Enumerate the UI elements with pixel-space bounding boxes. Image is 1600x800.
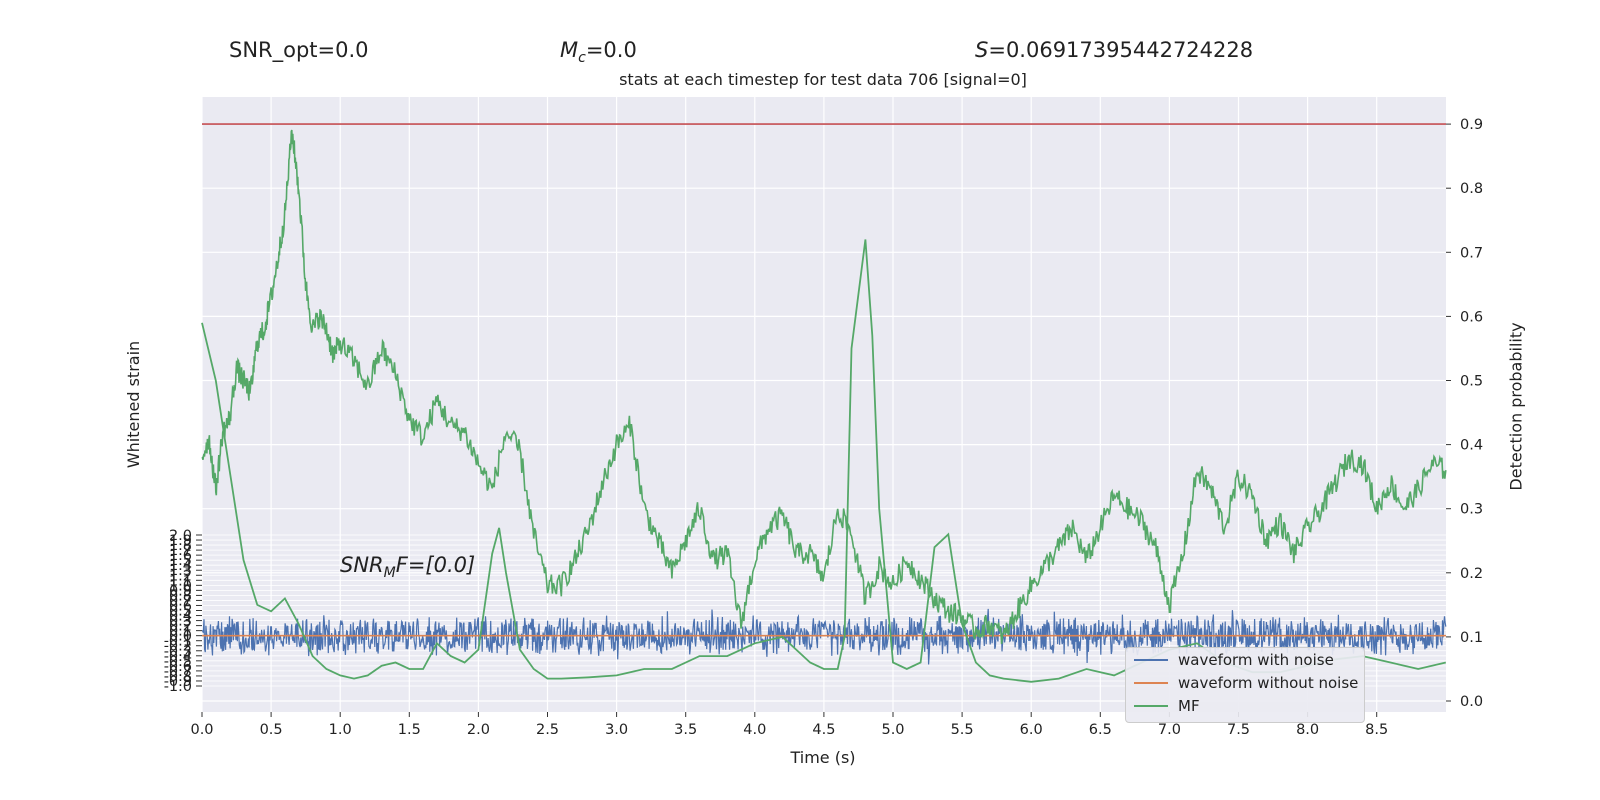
y-left-tick-label: 1.3 — [169, 563, 192, 579]
legend-swatch-noise — [1134, 659, 1168, 661]
y-left-tick-label: 0.8 — [169, 588, 192, 604]
y-right-tick-label: 0.0 — [1460, 694, 1483, 710]
x-tick-label: 3.5 — [674, 722, 697, 738]
x-tick-label: 2.5 — [536, 722, 559, 738]
legend-label-clean: waveform without noise — [1178, 674, 1359, 692]
x-axis-label: Time (s) — [790, 748, 856, 767]
x-tick-label: 0.0 — [190, 722, 213, 738]
y-right-tick-label: 0.4 — [1460, 438, 1483, 454]
chart-title: stats at each timestep for test data 706… — [619, 70, 1027, 89]
y-left-tick-label: 1.2 — [169, 568, 192, 584]
y-left-tick-label: 1.1 — [169, 573, 192, 589]
x-tick-label: 6.5 — [1089, 722, 1112, 738]
y-left-tick-label: -0.3 — [164, 644, 192, 660]
legend-swatch-mf — [1134, 705, 1168, 707]
y-left-tick-label: 1.7 — [169, 543, 192, 559]
y-axis-left-label: Whitened strain — [124, 340, 144, 469]
y-right-tick-label: 0.6 — [1460, 309, 1483, 325]
x-tick-label: 7.5 — [1227, 722, 1250, 738]
y-left-tick-label: 0.7 — [169, 593, 192, 609]
y-left-tick-label: 1.5 — [169, 553, 192, 569]
y-left-tick-label: -0.6 — [164, 659, 192, 675]
score-label: S=0.06917395442724228 — [975, 38, 1254, 62]
snr-mf-annotation: SNRMF=[0.0] — [340, 553, 476, 582]
y-right-tick-label: 0.2 — [1460, 566, 1483, 582]
y-right-tick-label: 0.5 — [1460, 374, 1483, 390]
legend: waveform with noise waveform without noi… — [1125, 647, 1365, 723]
x-tick-label: 7.0 — [1158, 722, 1181, 738]
x-tick-label: 8.5 — [1365, 722, 1388, 738]
y-axis-right-label: Detection probability — [1506, 322, 1526, 491]
y-left-tick-label: 0.0 — [169, 629, 192, 645]
y-left-tick-label: -0.9 — [164, 674, 192, 690]
legend-label-noise: waveform with noise — [1178, 651, 1334, 669]
y-right-tick-label: 0.7 — [1460, 245, 1483, 261]
x-tick-label: 2.0 — [467, 722, 490, 738]
y-left-tick-label: 1.4 — [169, 558, 192, 574]
y-right-tick-label: 0.8 — [1460, 181, 1483, 197]
tick-layer: 0.0 0.5 1.0 1.5 2.0 2.5 3.0 3.5 4.0 4.5 5.0 5.5 6.0 6… — [164, 117, 1483, 738]
y-left-tick-label: 1.9 — [169, 533, 192, 549]
legend-item-noise: waveform with noise — [1134, 649, 1334, 671]
y-left-tick-label: -0.4 — [164, 649, 192, 665]
x-tick-label: 1.5 — [398, 722, 421, 738]
x-tick-label: 3.0 — [605, 722, 628, 738]
y-left-tick-label: 0.3 — [169, 614, 192, 630]
x-tick-label: 1.0 — [329, 722, 352, 738]
x-tick-label: 8.0 — [1296, 722, 1319, 738]
y-left-tick-label: 2.0 — [169, 528, 192, 544]
detection-probability-line — [201, 129, 1447, 644]
x-tick-label: 6.0 — [1020, 722, 1043, 738]
y-left-tick-label: 0.9 — [169, 583, 192, 599]
x-tick-label: 4.5 — [812, 722, 835, 738]
x-tick-label: 5.0 — [881, 722, 904, 738]
y-left-tick-label: -0.2 — [164, 639, 192, 655]
waveform-with-noise-series — [202, 608, 1447, 665]
y-left-tick-label: 1.0 — [169, 578, 192, 594]
chirp-mass-label: Mc=0.0 — [560, 38, 637, 67]
y-left-tick-label: 0.2 — [169, 619, 192, 635]
y-left-tick-label: -1.0 — [164, 679, 192, 695]
y-left-tick-label: 1.8 — [169, 538, 192, 554]
x-tick-label: 5.5 — [951, 722, 974, 738]
snr-opt-label: SNR_opt=0.0 — [229, 38, 369, 62]
y-right-tick-label: 0.3 — [1460, 502, 1483, 518]
y-right-tick-label: 0.9 — [1460, 117, 1483, 133]
y-left-tick-label: 1.6 — [169, 548, 192, 564]
y-left-tick-label: -0.5 — [164, 654, 192, 670]
x-tick-label: 0.5 — [260, 722, 283, 738]
y-left-tick-label: -0.7 — [164, 664, 192, 680]
legend-item-mf: MF — [1134, 695, 1200, 717]
legend-item-clean: waveform without noise — [1134, 672, 1358, 694]
waveform-with-noise-line — [202, 608, 1447, 665]
legend-swatch-clean — [1134, 682, 1168, 684]
y-left-tick-label: 0.1 — [169, 624, 192, 640]
y-left-tick-label: 0.4 — [169, 609, 192, 625]
x-tick-label: 4.0 — [743, 722, 766, 738]
y-left-tick-label: -0.1 — [164, 634, 192, 650]
y-left-tick-label: -0.8 — [164, 669, 192, 685]
y-right-tick-label: 0.1 — [1460, 630, 1483, 646]
series-layer — [201, 123, 1447, 683]
y-left-tick-label: 0.6 — [169, 598, 192, 614]
y-left-tick-label: 0.5 — [169, 604, 192, 620]
legend-label-mf: MF — [1178, 697, 1200, 715]
